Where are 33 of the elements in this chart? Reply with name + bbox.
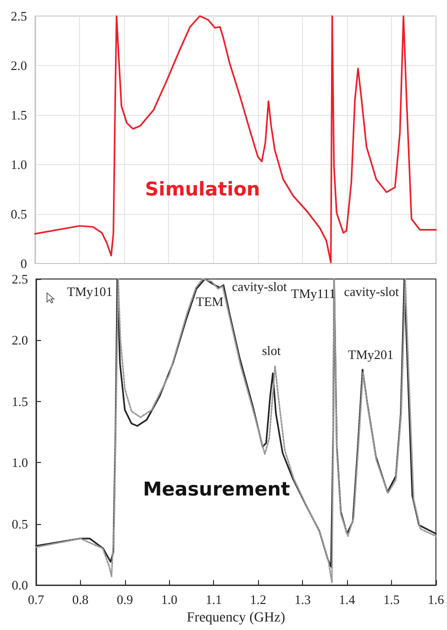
y-tick-label: 2.5 <box>10 8 27 24</box>
x-tick-label: 1.0 <box>161 592 178 608</box>
annotation: cavity-slot <box>344 284 400 299</box>
y-tick-label: 0 <box>20 256 27 271</box>
y-tick-label: 0.5 <box>12 516 28 532</box>
y-tick-label: 2.0 <box>12 332 28 348</box>
annotation: Simulation <box>145 178 260 200</box>
y-tick-label: 2.5 <box>12 272 28 286</box>
x-tick-label: 1.5 <box>383 592 400 608</box>
x-tick-label: 1.1 <box>206 592 222 608</box>
y-tick-label: 2.0 <box>10 58 27 73</box>
x-tick-label: 1.3 <box>294 592 311 608</box>
x-tick-label: 1.2 <box>250 592 266 608</box>
y-tick-label: 0.0 <box>12 578 28 593</box>
x-tick-label: 0.7 <box>28 592 45 608</box>
annotation: TEM <box>196 294 224 309</box>
y-tick-label: 0.5 <box>10 206 27 222</box>
x-axis-title: Frequency (GHz) <box>186 610 286 626</box>
annotation: slot <box>262 343 282 358</box>
line-series <box>34 15 437 264</box>
y-tick-label: 1.0 <box>10 157 27 172</box>
annotation: Measurement <box>143 478 290 500</box>
x-tick-label: 1.6 <box>428 592 444 608</box>
annotation: TMy201 <box>348 347 394 362</box>
y-tick-label: 1.0 <box>12 455 28 470</box>
annotation: cavity-slot <box>232 279 288 294</box>
y-tick-label: 1.5 <box>10 108 27 122</box>
x-tick-label: 0.9 <box>116 592 133 608</box>
annotation: TMy111 <box>291 286 336 301</box>
y-tick-label: 1.5 <box>12 394 28 409</box>
x-tick-label: 1.4 <box>338 592 356 608</box>
x-tick-label: 0.8 <box>72 592 89 608</box>
annotation: TMy101 <box>67 284 112 299</box>
